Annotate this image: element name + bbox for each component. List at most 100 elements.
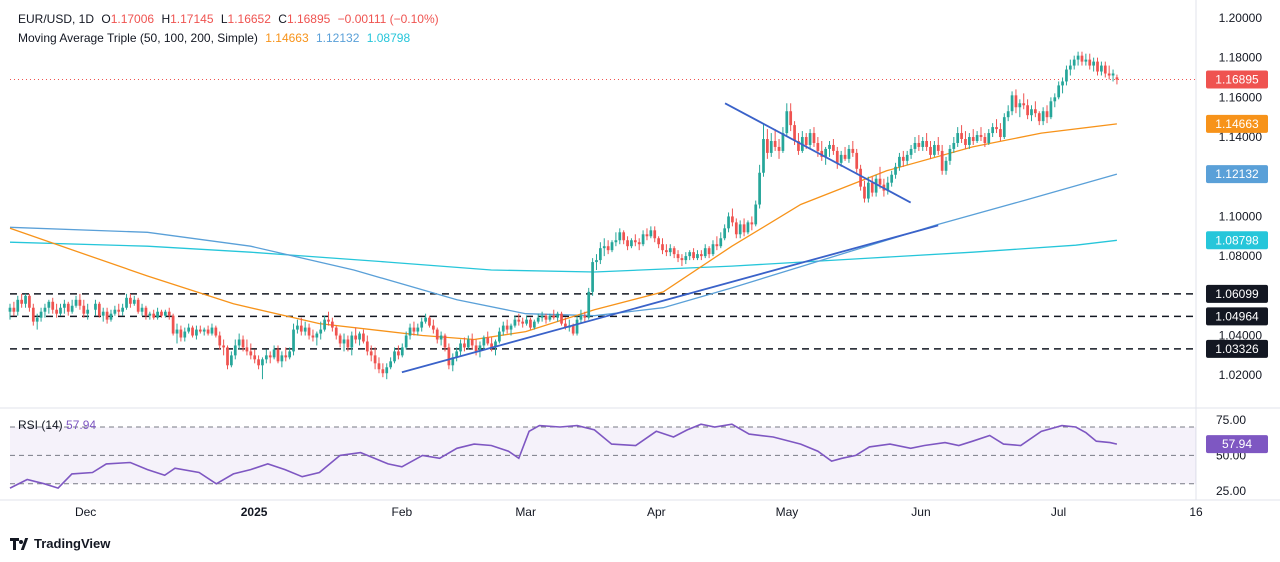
candle-body (583, 315, 587, 318)
candle-body (1014, 95, 1018, 108)
rsi-legend[interactable]: RSI (14) 57.94 (18, 418, 96, 432)
candle-body (237, 339, 241, 346)
candle-body (738, 224, 742, 235)
candle-body (156, 311, 159, 318)
candle-body (474, 345, 478, 352)
candle-body (579, 315, 583, 320)
candle-body (20, 299, 24, 304)
ma50-line (9, 123, 1117, 341)
time-tick-label: Apr (647, 505, 666, 519)
candle-body (575, 319, 579, 334)
candle-body (1010, 95, 1014, 112)
candle-body (59, 307, 62, 314)
candle-body (571, 325, 575, 334)
candle-body (431, 325, 435, 330)
rsi-tick-label: 75.00 (1216, 413, 1246, 427)
candle-body (245, 347, 249, 352)
candle-body (890, 174, 894, 183)
candle-body (397, 351, 400, 356)
candle-body (28, 295, 31, 308)
candle-body (684, 256, 688, 261)
candle-body (995, 127, 998, 130)
candle-body (703, 248, 707, 257)
candle-body (334, 327, 338, 336)
candle-body (136, 299, 140, 312)
candle-body (843, 154, 847, 159)
candle-body (381, 369, 385, 374)
time-tick-label: Dec (75, 505, 96, 519)
candle-body (311, 335, 315, 338)
candle-body (1107, 73, 1111, 76)
candle-body (109, 313, 113, 320)
price-badge-label: 1.08798 (1215, 233, 1259, 247)
candle-body (532, 321, 536, 328)
candle-body (637, 242, 641, 245)
candle-body (97, 303, 101, 316)
ma-legend[interactable]: Moving Average Triple (50, 100, 200, Sim… (18, 31, 414, 45)
ohlc-header: EUR/USD, 1D O1.17006 H1.17145 L1.16652 C… (18, 12, 443, 26)
candle-body (171, 315, 175, 334)
candle-body (439, 335, 443, 340)
candle-body (1018, 103, 1022, 108)
price-tick-label: 1.16000 (1219, 90, 1263, 104)
candle-body (342, 339, 346, 344)
price-badge (1206, 114, 1268, 133)
candle-body (1096, 61, 1099, 72)
candle-body (86, 309, 90, 314)
candle-body (866, 182, 870, 199)
candle-body (1100, 65, 1103, 72)
trendline (401, 224, 939, 374)
candle-body (540, 315, 544, 318)
candle-body (925, 140, 928, 147)
candle-body (1092, 61, 1095, 66)
candle-body (272, 349, 276, 358)
candle-body (587, 291, 591, 318)
candle-body (132, 299, 136, 304)
candle-body (525, 319, 528, 324)
price-tick-label: 1.18000 (1219, 51, 1263, 65)
candle-body (781, 133, 785, 151)
candle-body (206, 329, 210, 334)
price-badge-label: 1.14663 (1215, 117, 1259, 131)
candle-body (676, 254, 680, 259)
candle-body (734, 222, 738, 235)
candle-body (1045, 111, 1049, 118)
candle-body (758, 172, 761, 205)
candle-body (179, 329, 183, 338)
candle-body (742, 224, 746, 233)
candle-body (1026, 105, 1029, 116)
candle-body (249, 351, 253, 356)
candle-body (501, 325, 505, 332)
candle-body (983, 137, 987, 143)
price-badge-label: 1.06099 (1215, 287, 1259, 301)
price-badge (1206, 70, 1268, 89)
candle-body (299, 325, 303, 332)
candle-body (327, 319, 330, 322)
candle-body (167, 311, 171, 316)
candle-body (886, 182, 890, 191)
candle-body (661, 244, 664, 251)
candle-body (191, 327, 194, 336)
candle-body (591, 262, 594, 292)
price-tick-label: 1.04000 (1219, 329, 1263, 343)
candle-body (692, 252, 695, 259)
candle-body (222, 345, 225, 348)
candle-body (560, 313, 563, 324)
candle-body (233, 345, 237, 356)
candle-body (754, 204, 758, 225)
candle-body (789, 111, 793, 126)
candle-body (773, 140, 777, 147)
symbol-label[interactable]: EUR/USD, 1D (18, 12, 95, 26)
candle-body (105, 311, 109, 320)
candle-body (144, 307, 148, 316)
candle-body (94, 303, 97, 310)
trendline (724, 102, 912, 204)
candle-body (552, 315, 556, 318)
candle-body (812, 133, 816, 143)
candle-body (929, 146, 932, 155)
candle-body (74, 299, 78, 306)
candle-body (230, 355, 233, 366)
tradingview-logo[interactable]: TradingView (10, 536, 110, 551)
candle-body (1057, 85, 1061, 98)
